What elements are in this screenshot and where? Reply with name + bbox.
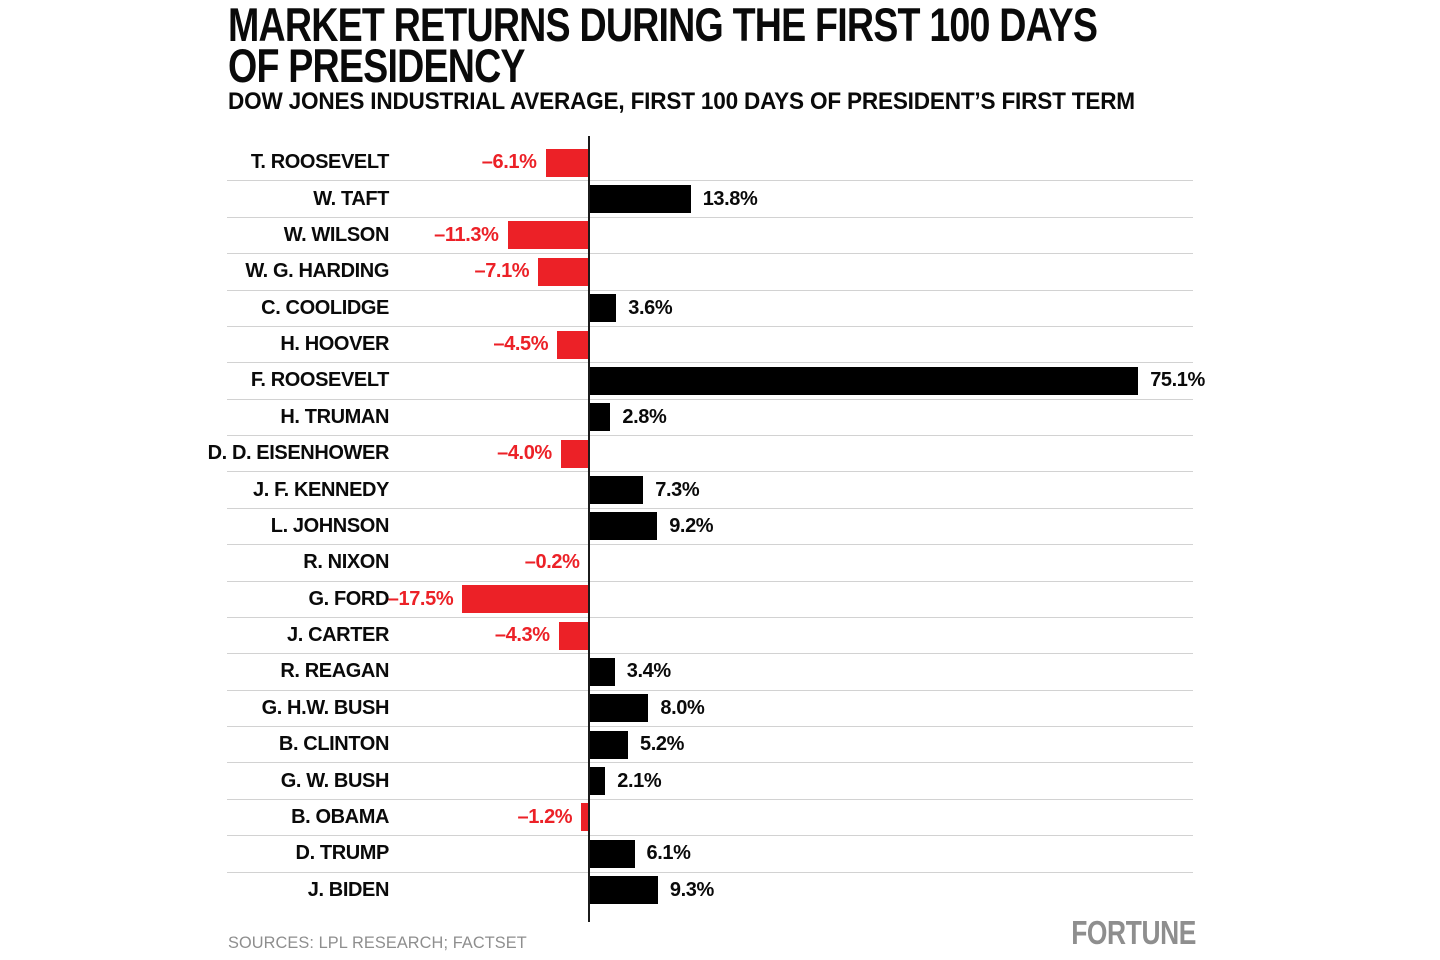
value-bar [507, 221, 590, 250]
table-row: B. CLINTON 5.2% [227, 727, 1193, 764]
value-label: –4.5% [493, 333, 549, 356]
table-row: W. G. HARDING –7.1% [227, 254, 1193, 291]
value-label: –6.1% [481, 151, 537, 174]
table-row: T. ROOSEVELT –6.1% [227, 145, 1193, 182]
president-label: G. FORD [308, 587, 389, 610]
value-label: –17.5% [387, 587, 454, 610]
value-label: 3.4% [626, 660, 671, 683]
president-label: G. H.W. BUSH [261, 696, 390, 719]
president-label: G. W. BUSH [280, 769, 390, 792]
value-label: –1.2% [517, 805, 573, 828]
president-label: T. ROOSEVELT [250, 151, 390, 174]
president-label: R. NIXON [303, 551, 389, 574]
value-bar [560, 439, 590, 468]
zero-axis-line [588, 136, 590, 922]
value-bar [590, 767, 606, 796]
value-label: –4.0% [497, 442, 552, 465]
president-label: D. D. EISENHOWER [207, 442, 390, 465]
value-label: 5.2% [640, 733, 684, 756]
value-label: 75.1% [1150, 369, 1205, 392]
chart-rows: T. ROOSEVELT –6.1% W. TAFT 13.8% W. WILS… [207, 145, 1205, 908]
president-label: L. JOHNSON [270, 514, 390, 537]
value-bar [590, 476, 644, 505]
value-label: 2.1% [617, 769, 662, 792]
chart-subtitle: DOW JONES INDUSTRIAL AVERAGE, FIRST 100 … [228, 88, 1135, 115]
value-label: 6.1% [646, 842, 691, 865]
value-label: –4.3% [494, 624, 550, 647]
president-label: R. REAGAN [280, 660, 389, 683]
value-bar [557, 330, 590, 359]
president-label: W. WILSON [283, 223, 390, 246]
value-label: 8.0% [660, 696, 705, 719]
president-label: D. TRUMP [295, 842, 390, 865]
table-row: R. NIXON –0.2% [227, 545, 1193, 582]
table-row: H. TRUMAN 2.8% [227, 400, 1193, 436]
table-row: L. JOHNSON 9.2% [227, 509, 1193, 546]
president-label: F. ROOSEVELT [250, 369, 390, 392]
president-label: W. TAFT [313, 187, 389, 210]
table-row: G. W. BUSH 2.1% [227, 763, 1193, 800]
president-label: H. HOOVER [280, 333, 389, 356]
value-bar [590, 185, 691, 214]
table-row: D. TRUMP 6.1% [227, 836, 1193, 873]
chart-title: MARKET RETURNS DURING THE FIRST 100 DAYS… [228, 0, 1098, 92]
value-label: –7.1% [474, 260, 530, 283]
value-bar [590, 512, 658, 541]
table-row: G. H.W. BUSH 8.0% [227, 691, 1193, 727]
president-label: B. OBAMA [291, 805, 389, 828]
table-row: F. ROOSEVELT 75.1% [227, 363, 1205, 400]
value-label: 9.2% [669, 514, 714, 537]
table-row: J. BIDEN 9.3% [227, 873, 1193, 908]
value-bar [590, 294, 617, 323]
table-row: J. F. KENNEDY 7.3% [227, 472, 1193, 509]
chart-title-line: MARKET RETURNS DURING THE FIRST 100 DAYS [228, 0, 1098, 51]
value-bar [545, 148, 590, 177]
value-label: 2.8% [622, 405, 667, 428]
table-row: H. HOOVER –4.5% [227, 327, 1193, 364]
president-label: C. COOLIDGE [261, 296, 389, 319]
table-row: W. WILSON –11.3% [227, 218, 1193, 255]
value-label: –0.2% [524, 551, 580, 574]
value-bar [462, 585, 591, 614]
value-label: 7.3% [655, 478, 700, 501]
value-label: –11.3% [434, 223, 499, 246]
value-label: 13.8% [702, 187, 758, 210]
president-label: B. CLINTON [278, 733, 389, 756]
value-bar [538, 257, 590, 286]
value-label: 9.3% [669, 878, 714, 901]
president-label: J. BIDEN [307, 878, 390, 901]
value-bar [590, 403, 611, 432]
president-label: J. F. KENNEDY [253, 478, 389, 501]
table-row: C. COOLIDGE 3.6% [227, 291, 1193, 327]
value-bar [590, 839, 635, 868]
table-row: D. D. EISENHOWER –4.0% [207, 436, 1193, 473]
value-bar [590, 657, 615, 686]
value-bar [558, 621, 590, 650]
value-label: 3.6% [628, 296, 673, 319]
value-bar [590, 730, 628, 759]
table-row: B. OBAMA –1.2% [227, 800, 1193, 837]
president-label: J. CARTER [287, 624, 389, 647]
president-label: W. G. HARDING [245, 260, 389, 283]
source-note: SOURCES: LPL RESEARCH; FACTSET [228, 933, 527, 952]
table-row: J. CARTER –4.3% [227, 618, 1193, 655]
table-row: G. FORD –17.5% [227, 582, 1193, 618]
table-row: W. TAFT 13.8% [227, 181, 1193, 218]
fortune-logo: FORTUNE [1071, 914, 1196, 951]
value-bar [581, 803, 590, 832]
value-bar [590, 366, 1139, 395]
chart-title-line: OF PRESIDENCY [228, 39, 526, 92]
table-row: R. REAGAN 3.4% [227, 654, 1193, 691]
value-bar [590, 694, 649, 723]
value-bar [590, 876, 658, 905]
president-label: H. TRUMAN [280, 405, 389, 428]
